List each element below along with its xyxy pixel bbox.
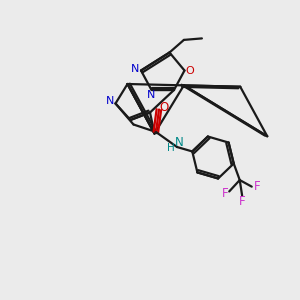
Text: F: F xyxy=(239,195,245,208)
Text: H: H xyxy=(167,142,175,153)
Text: O: O xyxy=(160,100,169,114)
Text: N: N xyxy=(106,95,114,106)
Text: O: O xyxy=(185,65,194,76)
Text: F: F xyxy=(254,180,260,193)
Text: N: N xyxy=(131,64,139,74)
Text: N: N xyxy=(174,136,183,149)
Text: N: N xyxy=(147,90,155,100)
Text: F: F xyxy=(221,187,228,200)
